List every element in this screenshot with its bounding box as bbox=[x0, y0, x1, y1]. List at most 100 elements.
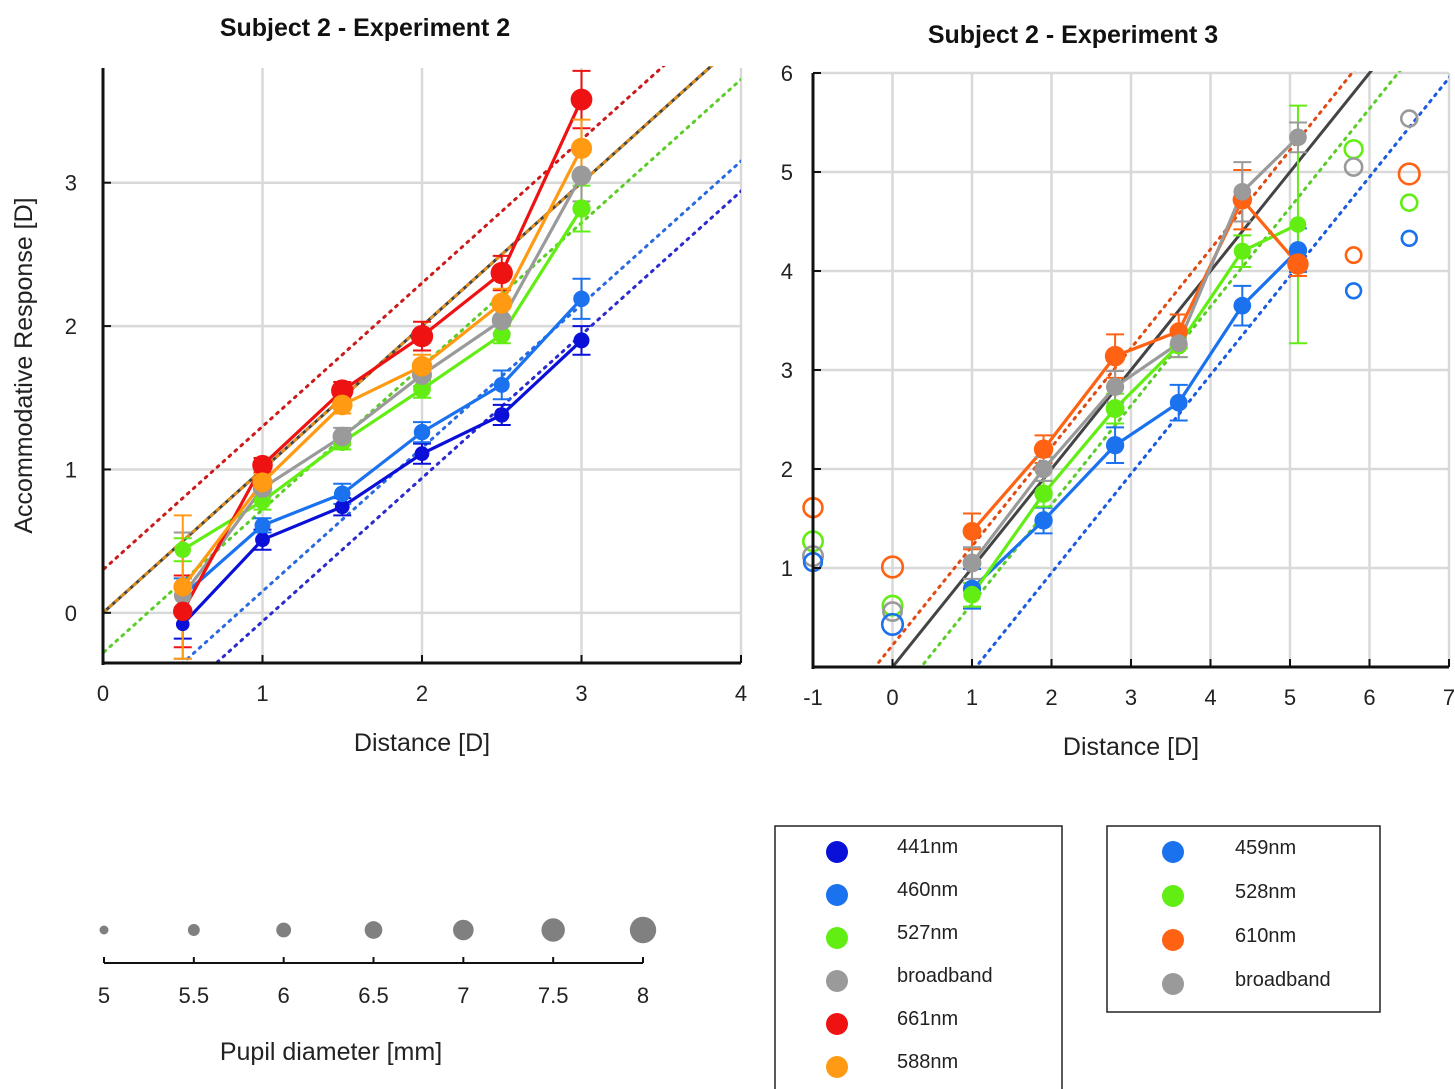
y-tick-label: 1 bbox=[781, 556, 793, 581]
data-point-459nm bbox=[1105, 436, 1125, 455]
data-point-broadband bbox=[491, 310, 512, 331]
data-point-441nm bbox=[494, 407, 510, 423]
x-tick-label: 1 bbox=[256, 681, 268, 706]
legend-label: 610nm bbox=[1235, 925, 1296, 947]
data-point-588nm bbox=[570, 137, 593, 159]
legend-label: 527nm bbox=[897, 922, 958, 944]
pupil-tick-label: 6.5 bbox=[358, 983, 389, 1008]
data-point-460nm bbox=[493, 376, 510, 393]
data-point-610nm bbox=[1033, 439, 1054, 459]
legend-label: 459nm bbox=[1235, 837, 1296, 859]
y-tick-label: 2 bbox=[65, 314, 77, 339]
reference-line-dotted bbox=[103, 66, 666, 572]
open-marker-610nm bbox=[1397, 162, 1421, 186]
x-tick-label: 6 bbox=[1363, 685, 1375, 710]
pupil-tick-label: 5 bbox=[98, 983, 110, 1008]
data-point-broadband bbox=[1233, 182, 1252, 201]
open-marker-610nm bbox=[1344, 246, 1363, 265]
data-point-broadband bbox=[571, 165, 592, 186]
data-point-441nm bbox=[175, 617, 190, 632]
open-marker-459nm bbox=[1400, 229, 1418, 248]
legend-marker-528nm bbox=[1162, 885, 1184, 907]
data-point-broadband bbox=[1289, 128, 1307, 147]
series-line-588nm bbox=[181, 147, 583, 588]
series-line-441nm bbox=[181, 339, 583, 626]
unity-line bbox=[890, 71, 1374, 667]
data-point-459nm bbox=[1169, 393, 1188, 412]
open-marker-broadband bbox=[1399, 109, 1419, 128]
open-marker-528nm bbox=[1343, 139, 1364, 160]
chart-title: Subject 2 - Experiment 3 bbox=[928, 21, 1218, 49]
chart-panel-experiment-3: -1 0 1 2 3 4 5 6 7 1 2 3 4 5 6 Subject 2 - Experiment 3… bbox=[781, 21, 1455, 761]
y-tick-label: 3 bbox=[781, 358, 793, 383]
legend-label: 661nm bbox=[897, 1008, 958, 1030]
series-line-broadband bbox=[181, 174, 583, 597]
pupil-tick-label: 5.5 bbox=[179, 983, 210, 1008]
data-point-661nm bbox=[490, 261, 513, 285]
series-line-661nm bbox=[181, 98, 583, 613]
legend-marker-441nm bbox=[826, 841, 848, 863]
series-line-460nm bbox=[181, 297, 583, 597]
x-tick-label: -1 bbox=[803, 685, 823, 710]
legend-marker-610nm bbox=[1162, 929, 1184, 951]
open-marker-459nm bbox=[1344, 282, 1363, 300]
x-tick-label: 0 bbox=[97, 681, 109, 706]
data-point-broadband bbox=[962, 553, 982, 573]
reference-line-dotted bbox=[214, 189, 741, 663]
pupil-size-marker bbox=[99, 925, 109, 935]
data-point-460nm bbox=[573, 290, 590, 308]
pupil-diameter-scale: 5 5.5 6 6.5 7 7.5 8 Pupil diameter [mm] bbox=[98, 916, 657, 1066]
data-point-527nm bbox=[413, 380, 431, 399]
reference-line-dotted bbox=[103, 77, 741, 655]
data-point-610nm bbox=[1104, 345, 1126, 367]
legend-box bbox=[1106, 825, 1381, 1013]
data-point-610nm bbox=[962, 521, 982, 541]
data-point-661nm bbox=[173, 601, 193, 622]
legend-box bbox=[774, 825, 1063, 1089]
plot-area bbox=[103, 66, 741, 663]
legend-label: 441nm bbox=[897, 836, 958, 858]
data-point-661nm bbox=[570, 88, 593, 111]
x-tick-label: 2 bbox=[1045, 685, 1057, 710]
unity-line bbox=[103, 66, 714, 615]
legend-marker-527nm bbox=[826, 927, 848, 949]
reference-line-dotted bbox=[974, 75, 1449, 667]
x-tick-label: 0 bbox=[886, 685, 898, 710]
series-line-528nm bbox=[970, 223, 1299, 596]
data-point-661nm bbox=[252, 454, 273, 476]
pupil-tick-label: 7.5 bbox=[538, 983, 569, 1008]
data-point-528nm bbox=[963, 585, 981, 604]
data-point-661nm bbox=[331, 379, 354, 402]
open-marker-610nm bbox=[880, 555, 905, 579]
open-marker-528nm bbox=[1399, 193, 1419, 212]
pupil-size-marker bbox=[276, 922, 292, 938]
data-point-broadband bbox=[1034, 459, 1053, 479]
legend-right: 459nm 528nm 610nm broadband bbox=[1106, 825, 1381, 1013]
data-point-528nm bbox=[1233, 242, 1251, 260]
legend-marker-broadband bbox=[826, 970, 848, 992]
reference-line-dotted bbox=[873, 71, 1356, 667]
chart-panel-experiment-2: 0 1 2 3 4 0 1 2 3 Subject 2 - Experiment 2 Distanc… bbox=[10, 14, 747, 757]
pupil-tick-label: 8 bbox=[637, 983, 649, 1008]
pupil-size-marker bbox=[364, 921, 383, 939]
y-axis-title: Accommodative Response [D] bbox=[10, 197, 38, 533]
data-point-broadband bbox=[1169, 334, 1188, 353]
data-point-460nm bbox=[413, 423, 431, 441]
data-point-527nm bbox=[572, 199, 591, 218]
series-line-527nm bbox=[181, 207, 583, 552]
legend-marker-459nm bbox=[1162, 841, 1184, 863]
x-tick-label: 4 bbox=[1204, 685, 1216, 710]
data-point-527nm bbox=[492, 325, 511, 344]
x-tick-label: 5 bbox=[1284, 685, 1296, 710]
pupil-tick-label: 7 bbox=[457, 983, 469, 1008]
data-point-441nm bbox=[573, 332, 590, 349]
open-marker-broadband bbox=[882, 601, 903, 622]
pupil-size-marker bbox=[453, 919, 474, 941]
legend-label: 588nm bbox=[897, 1051, 958, 1073]
pupil-size-marker bbox=[629, 916, 657, 944]
data-point-441nm bbox=[414, 446, 430, 462]
data-point-528nm bbox=[1034, 484, 1053, 503]
data-point-460nm bbox=[333, 485, 351, 503]
legend-marker-broadband bbox=[1162, 973, 1184, 995]
